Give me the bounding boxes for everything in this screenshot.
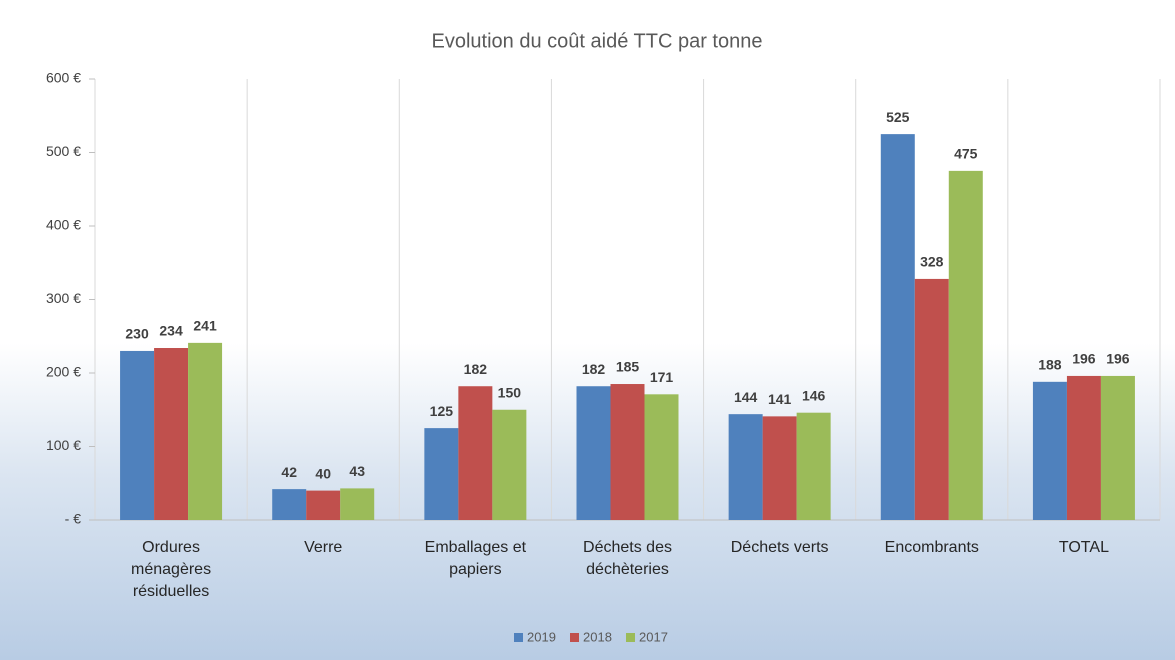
y-tick-label: 500 € xyxy=(46,143,81,159)
bar xyxy=(1032,381,1067,520)
x-tick-label: Déchets verts xyxy=(730,539,829,556)
value-label: 43 xyxy=(349,463,365,479)
x-tick-label: Déchets des déchèteries xyxy=(583,539,672,578)
x-tick-label: TOTAL xyxy=(1058,539,1109,556)
bar xyxy=(914,278,949,520)
bar xyxy=(188,342,223,520)
value-label: 185 xyxy=(616,359,640,375)
bar xyxy=(340,488,375,520)
bar xyxy=(796,412,831,520)
value-label: 42 xyxy=(281,464,297,480)
bar xyxy=(120,350,155,520)
value-label: 182 xyxy=(582,361,606,377)
bar xyxy=(948,170,983,520)
bar xyxy=(644,394,679,520)
bar xyxy=(272,489,307,520)
value-label: 146 xyxy=(802,387,826,403)
y-tick-label: 200 € xyxy=(46,364,81,380)
legend-swatch xyxy=(514,633,523,642)
value-label: 171 xyxy=(650,369,674,385)
value-label: 475 xyxy=(954,146,978,162)
y-tick-label: 300 € xyxy=(46,290,81,306)
y-tick-label: 400 € xyxy=(46,217,81,233)
bar xyxy=(154,348,189,520)
legend-swatch xyxy=(570,633,579,642)
legend-label: 2018 xyxy=(583,629,612,644)
y-tick-label: 100 € xyxy=(46,437,81,453)
bar xyxy=(424,428,459,520)
value-label: 234 xyxy=(159,323,183,339)
x-tick-label: Emballages et papiers xyxy=(424,539,527,578)
value-label: 196 xyxy=(1072,351,1096,367)
x-tick-label: Verre xyxy=(304,539,343,556)
value-label: 182 xyxy=(464,361,488,377)
chart-title: Evolution du coût aidé TTC par tonne xyxy=(432,30,763,52)
bar xyxy=(880,134,915,520)
value-label: 150 xyxy=(498,384,522,400)
bar xyxy=(762,416,797,520)
value-label: 230 xyxy=(125,326,149,342)
bar xyxy=(610,384,645,520)
legend-label: 2017 xyxy=(639,629,668,644)
value-label: 188 xyxy=(1038,357,1062,373)
legend-swatch xyxy=(626,633,635,642)
y-tick-label: - € xyxy=(65,511,82,527)
y-tick-label: 600 € xyxy=(46,70,81,86)
value-label: 144 xyxy=(734,389,758,405)
value-label: 125 xyxy=(430,403,454,419)
legend-label: 2019 xyxy=(527,629,556,644)
bar xyxy=(492,409,527,520)
bar xyxy=(728,414,763,520)
bar xyxy=(306,490,341,520)
bar xyxy=(458,386,493,520)
value-label: 196 xyxy=(1106,351,1130,367)
bar xyxy=(1100,375,1135,520)
value-label: 141 xyxy=(768,391,792,407)
bar xyxy=(576,386,611,520)
value-label: 525 xyxy=(886,109,910,125)
x-tick-label: Ordures ménagères résiduelles xyxy=(131,539,212,600)
value-label: 40 xyxy=(315,465,331,481)
value-label: 328 xyxy=(920,254,944,270)
value-label: 241 xyxy=(193,318,217,334)
x-tick-label: Encombrants xyxy=(884,539,979,556)
bar xyxy=(1066,375,1101,520)
